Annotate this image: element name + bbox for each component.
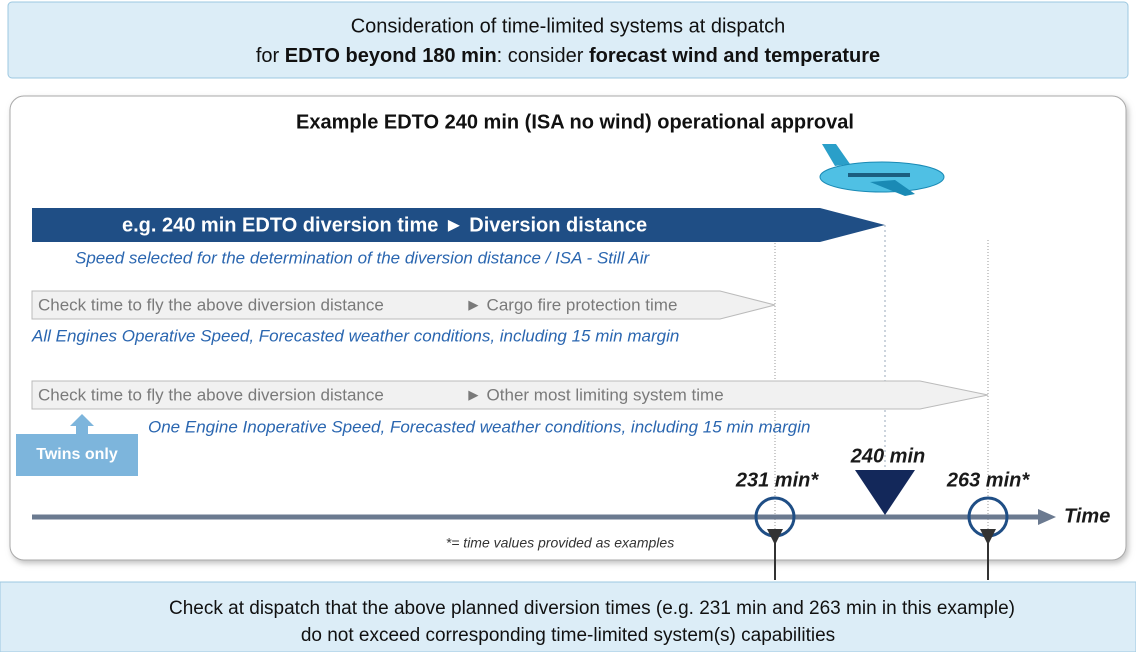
marker-label: 240 min xyxy=(850,445,925,467)
main-bar-note: Speed selected for the determination of … xyxy=(75,248,651,267)
text: : consider xyxy=(497,45,589,67)
main-bar-label: e.g. 240 min EDTO diversion time ► Diver… xyxy=(122,214,647,236)
marker-label: 231 min* xyxy=(735,469,819,491)
timeline-label: Time xyxy=(1064,505,1110,527)
text: forecast wind and temperature xyxy=(589,45,880,67)
footer-line: Check at dispatch that the above planned… xyxy=(169,598,1015,619)
marker-label: 263 min* xyxy=(946,469,1030,491)
header-line: Consideration of time-limited systems at… xyxy=(351,15,786,37)
page: Consideration of time-limited systems at… xyxy=(0,0,1136,657)
text: EDTO beyond 180 min xyxy=(285,45,497,67)
system-bar-note: One Engine Inoperative Speed, Forecasted… xyxy=(148,417,810,436)
system-bar-target: ► Other most limiting system time xyxy=(465,385,724,404)
panel-title: Example EDTO 240 min (ISA no wind) opera… xyxy=(296,111,854,133)
text: for xyxy=(256,45,285,67)
footer-line: do not exceed corresponding time-limited… xyxy=(301,625,835,646)
system-bar-label: Check time to fly the above diversion di… xyxy=(38,385,384,404)
footnote: *= time values provided as examples xyxy=(446,535,674,551)
cargo-bar-label: Check time to fly the above diversion di… xyxy=(38,295,384,314)
cargo-bar-note: All Engines Operative Speed, Forecasted … xyxy=(31,326,679,345)
diagram: Consideration of time-limited systems at… xyxy=(0,0,1136,652)
header-line: for EDTO beyond 180 min: consider foreca… xyxy=(256,45,880,67)
cargo-bar-target: ► Cargo fire protection time xyxy=(465,295,677,314)
twins-label: Twins only xyxy=(36,446,118,463)
